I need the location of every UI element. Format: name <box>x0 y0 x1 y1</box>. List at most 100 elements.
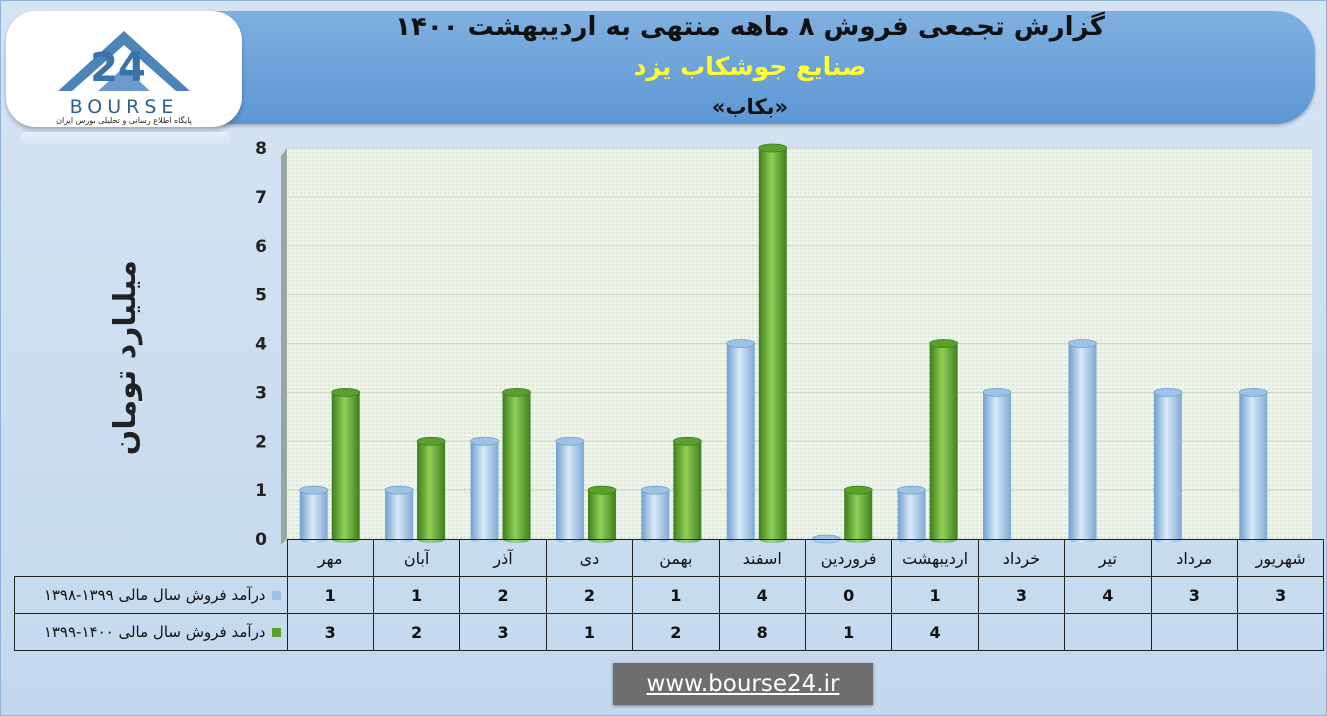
category-label: آبان <box>372 539 461 577</box>
ticker-symbol: «بکاب» <box>711 95 789 119</box>
bar-body <box>897 490 926 539</box>
y-tick-label: 7 <box>255 188 267 208</box>
bar-body <box>726 343 755 539</box>
bar-body <box>385 490 414 539</box>
bar-series-1 <box>555 436 585 543</box>
logo-reflection <box>20 132 230 146</box>
data-label <box>1236 613 1325 651</box>
data-label: 3 <box>977 576 1066 614</box>
bar-cap <box>640 485 670 495</box>
bar-cap <box>502 387 531 397</box>
bar-cap <box>384 485 414 495</box>
data-label: 2 <box>459 576 547 614</box>
legend-label: درآمد فروش سال مالی ۱۳۹۹-۱۳۹۸ <box>43 586 266 604</box>
bar-body <box>1239 392 1268 539</box>
data-label: 2 <box>632 613 720 651</box>
bar-body <box>673 441 702 539</box>
data-label: 1 <box>545 613 634 651</box>
category-label: بهمن <box>632 539 720 577</box>
data-label: 0 <box>804 576 893 614</box>
bar-cap <box>982 387 1012 397</box>
data-label: 1 <box>632 576 720 614</box>
bar-series-1 <box>384 485 414 543</box>
bar-body <box>983 392 1012 539</box>
bar-cap <box>1068 339 1097 348</box>
bar-series-2 <box>758 143 788 543</box>
data-label: 8 <box>718 613 806 651</box>
plot-side-wall <box>281 148 287 545</box>
bar-body <box>844 490 873 539</box>
company-name: صنایع جوشکاب یزد <box>633 52 867 81</box>
bar-series-1 <box>640 485 670 543</box>
header-banner <box>175 11 1315 124</box>
bar-body <box>502 392 531 539</box>
logo-tagline: پایگاه اطلاع رسانی و تحلیلی بورس ایران <box>56 115 192 125</box>
y-tick-label: 0 <box>255 530 267 550</box>
bar-body <box>587 490 616 539</box>
bar-cap <box>929 339 959 348</box>
bar-series-1 <box>726 339 756 543</box>
y-tick-label: 5 <box>255 286 267 306</box>
category-label: آذر <box>459 539 547 577</box>
website-footer[interactable]: www.bourse24.ir <box>613 663 873 705</box>
bar-cap <box>758 143 788 153</box>
category-label: فروردین <box>804 539 893 577</box>
category-label: اردیبهشت <box>891 539 979 577</box>
bar-series-2 <box>331 387 361 543</box>
bar-cap <box>555 436 585 446</box>
bar-body <box>555 441 584 539</box>
data-label: 1 <box>372 576 461 614</box>
data-label: 3 <box>286 613 374 651</box>
bar-series-2 <box>416 436 446 543</box>
bar-series-1 <box>299 485 329 543</box>
legend-swatch <box>271 628 281 637</box>
bar-series-1 <box>1153 387 1183 543</box>
bar-series-1 <box>897 485 927 543</box>
category-label: شهریور <box>1236 539 1325 577</box>
category-row: مهر آبان آذر دی بهمن اسفند فروردین اردیبهشت خردا… <box>15 539 1325 577</box>
bourse24-logo: 24 BOURSE پایگاه اطلاع رسانی و تحلیلی بو… <box>6 11 242 127</box>
bar-body <box>1068 343 1097 539</box>
data-label: 3 <box>1150 576 1238 614</box>
bar-cap <box>1238 387 1268 397</box>
bar-body <box>641 490 670 539</box>
data-label <box>977 613 1066 651</box>
category-label: مرداد <box>1150 539 1238 577</box>
bar-cap <box>331 387 361 397</box>
legend-label: درآمد فروش سال مالی ۱۴۰۰-۱۳۹۹ <box>43 623 266 641</box>
data-label: 4 <box>1064 576 1152 614</box>
bar-cap <box>587 485 617 495</box>
legend-entry: درآمد فروش سال مالی ۱۴۰۰-۱۳۹۹ <box>14 613 288 651</box>
bar-body <box>929 343 958 539</box>
data-label <box>1064 613 1152 651</box>
bar-cap <box>416 436 446 446</box>
data-label: 4 <box>718 576 806 614</box>
category-label: مهر <box>286 539 374 577</box>
bar-series-1 <box>1068 339 1097 543</box>
legend-entry: درآمد فروش سال مالی ۱۳۹۹-۱۳۹۸ <box>14 576 288 614</box>
website-link[interactable]: www.bourse24.ir <box>646 671 840 697</box>
bar-series-2 <box>929 339 959 543</box>
logo-wordmark: BOURSE <box>70 96 179 118</box>
data-label <box>1150 613 1238 651</box>
y-tick-label: 4 <box>255 335 267 355</box>
legend-swatch <box>271 591 281 600</box>
data-label: 3 <box>1236 576 1325 614</box>
y-tick-label: 6 <box>255 237 267 257</box>
bar-cap <box>299 485 329 495</box>
bar-series-2 <box>502 387 531 543</box>
bar-body <box>331 392 360 539</box>
y-tick-label: 1 <box>255 481 267 501</box>
bar-body <box>417 441 446 539</box>
y-tick-label: 2 <box>255 432 267 452</box>
bar-cap <box>843 485 873 495</box>
data-label: 4 <box>891 613 979 651</box>
bar-body <box>758 148 787 539</box>
data-label: 3 <box>459 613 547 651</box>
data-label: 2 <box>372 613 461 651</box>
bar-cap <box>726 339 756 348</box>
y-tick-label: 8 <box>255 139 267 159</box>
y-tick-label: 3 <box>255 383 267 403</box>
bar-body <box>1153 392 1182 539</box>
category-label: خرداد <box>977 539 1066 577</box>
